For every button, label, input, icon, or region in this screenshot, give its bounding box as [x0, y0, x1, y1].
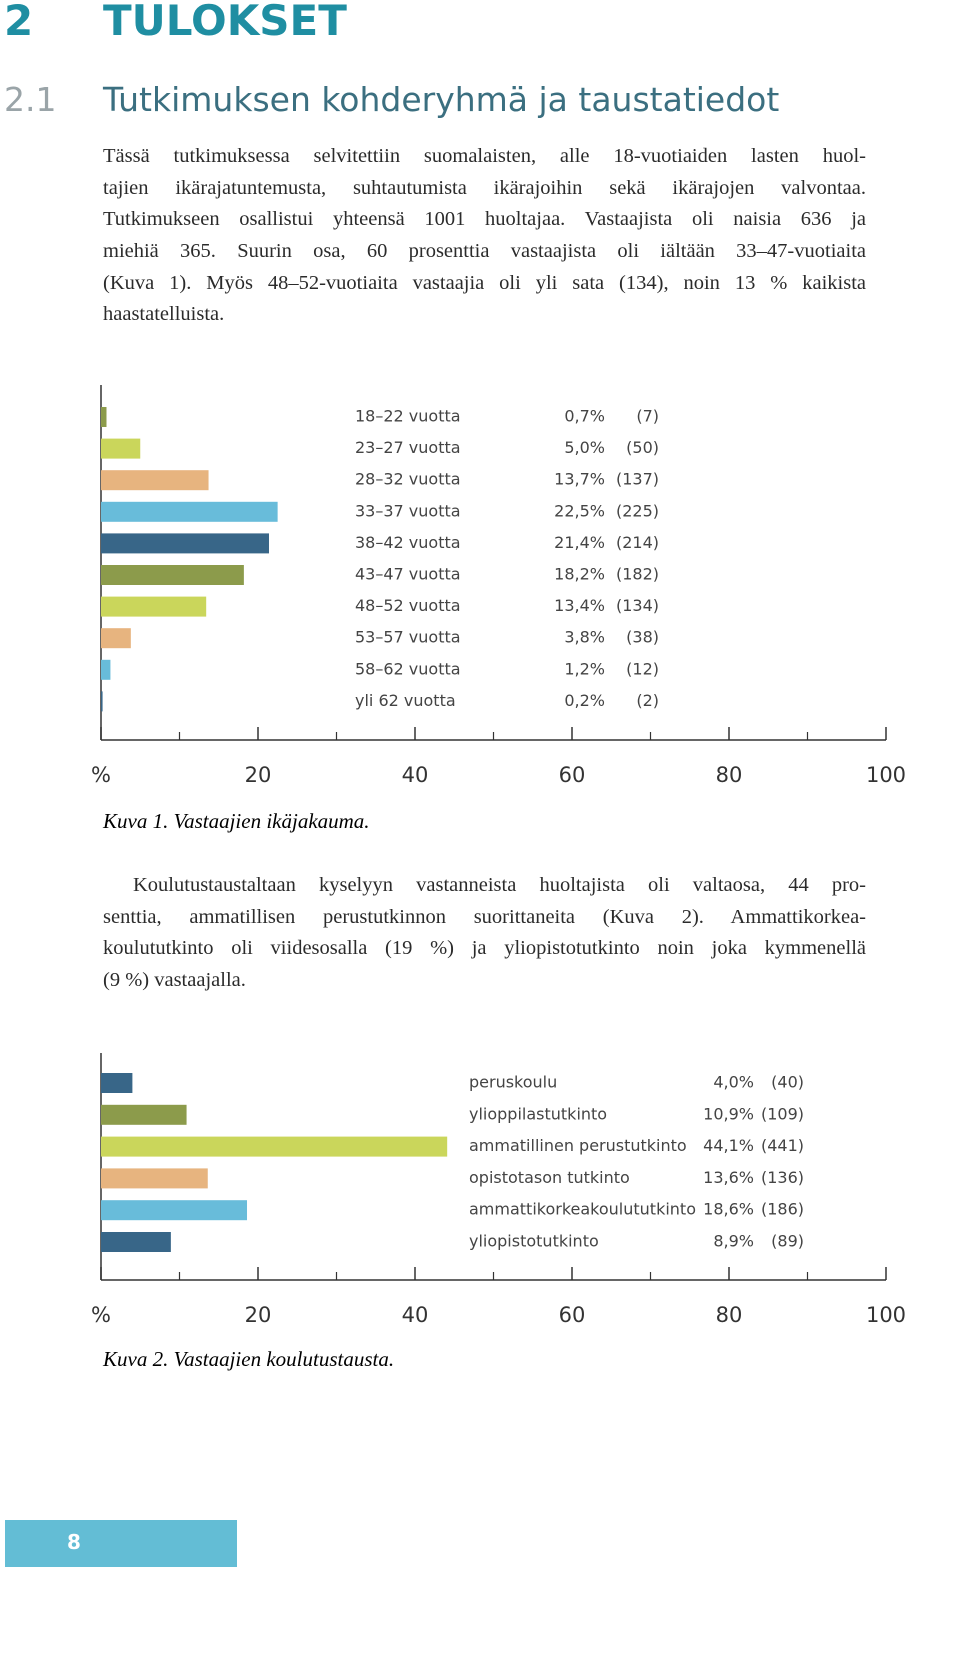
- bar: [101, 565, 244, 585]
- category-label: ammatillinen perustutkinto: [469, 1136, 687, 1155]
- bar: [101, 1168, 208, 1189]
- text-line: senttia, ammatillisen perustutkinnon suo…: [103, 905, 866, 928]
- paragraph: Koulutustaustaltaan kyselyyn vastanneist…: [103, 870, 866, 997]
- paragraph: Tässä tutkimuksessa selvitettiin suomala…: [103, 141, 866, 331]
- section-title: Tutkimuksen kohderyhmä ja taustatiedot: [103, 80, 780, 119]
- x-tick-label: %: [91, 763, 111, 787]
- value-label: 5,0%: [564, 438, 605, 457]
- value-label: 3,8%: [564, 628, 605, 647]
- count-label: (40): [771, 1073, 804, 1092]
- count-label: (109): [761, 1104, 804, 1123]
- category-label: peruskoulu: [469, 1073, 557, 1092]
- count-label: (89): [771, 1232, 804, 1251]
- bar: [101, 533, 269, 554]
- category-label: 18–22 vuotta: [355, 407, 461, 426]
- value-label: 0,7%: [564, 407, 605, 426]
- section-number: 2.1: [4, 80, 57, 119]
- count-label: (7): [636, 407, 659, 426]
- bar: [101, 470, 209, 491]
- category-label: opistotason tutkinto: [469, 1168, 630, 1187]
- x-tick-label: 40: [402, 763, 429, 787]
- x-tick-label: 20: [245, 763, 272, 787]
- x-tick-label: 100: [866, 763, 906, 787]
- text-line: haastatelluista.: [103, 303, 225, 326]
- text-line: (Kuva 1). Myös 48–52-vuotiaita vastaajia…: [103, 271, 866, 294]
- bar: [101, 438, 141, 459]
- x-tick-label: 80: [716, 763, 743, 787]
- bar: [101, 628, 131, 649]
- x-tick-label: 60: [559, 1303, 586, 1327]
- category-label: 38–42 vuotta: [355, 533, 461, 552]
- page-number-box: 8: [5, 1520, 237, 1567]
- value-label: 44,1%: [703, 1136, 754, 1155]
- value-label: 22,5%: [554, 501, 605, 520]
- text-line: miehiä 365. Suurin osa, 60 prosenttia va…: [103, 240, 866, 263]
- page-number: 8: [67, 1530, 81, 1554]
- value-label: 18,2%: [554, 565, 605, 584]
- value-label: 0,2%: [564, 691, 605, 710]
- count-label: (2): [636, 691, 659, 710]
- category-label: 23–27 vuotta: [355, 438, 461, 457]
- text-line: Tässä tutkimuksessa selvitettiin suomala…: [103, 145, 866, 167]
- value-label: 13,4%: [554, 596, 605, 615]
- category-label: 53–57 vuotta: [355, 628, 461, 647]
- bar: [101, 1104, 187, 1125]
- count-label: (136): [761, 1168, 804, 1187]
- bar: [101, 1136, 448, 1157]
- x-tick-label: 60: [559, 763, 586, 787]
- x-tick-label: 80: [716, 1303, 743, 1327]
- category-label: ammattikorkeakoulututkinto: [469, 1200, 696, 1219]
- chapter-number: 2: [4, 0, 34, 45]
- bar: [101, 691, 103, 712]
- text-line: Koulutustaustaltaan kyselyyn vastanneist…: [133, 874, 866, 896]
- count-label: (441): [761, 1136, 804, 1155]
- value-label: 4,0%: [713, 1073, 754, 1092]
- bar: [101, 1073, 133, 1093]
- text-line: tajien ikärajatuntemusta, suhtautumista …: [103, 176, 866, 199]
- bar: [101, 407, 107, 427]
- figure-caption: Kuva 1. Vastaajien ikäjakauma.: [102, 809, 370, 833]
- bar: [101, 501, 278, 522]
- count-label: (186): [761, 1200, 804, 1219]
- count-label: (134): [616, 596, 659, 615]
- figure-caption: Kuva 2. Vastaajien koulutustausta.: [102, 1347, 394, 1371]
- count-label: (225): [616, 501, 659, 520]
- count-label: (137): [616, 470, 659, 489]
- bar: [101, 1232, 171, 1252]
- count-label: (50): [626, 438, 659, 457]
- count-label: (12): [626, 659, 659, 678]
- category-label: 43–47 vuotta: [355, 565, 461, 584]
- text-line: (9 %) vastaajalla.: [103, 969, 246, 992]
- bar: [101, 1200, 248, 1221]
- count-label: (182): [616, 565, 659, 584]
- x-tick-label: %: [91, 1303, 111, 1327]
- value-label: 18,6%: [703, 1200, 754, 1219]
- value-label: 13,6%: [703, 1168, 754, 1187]
- x-tick-label: 40: [402, 1303, 429, 1327]
- text-line: koulututkinto oli viidesosalla (19 %) ja…: [103, 937, 866, 960]
- x-tick-label: 100: [866, 1303, 906, 1327]
- count-label: (214): [616, 533, 659, 552]
- bar: [101, 596, 207, 617]
- value-label: 1,2%: [564, 659, 605, 678]
- category-label: 48–52 vuotta: [355, 596, 461, 615]
- category-label: yli 62 vuotta: [355, 691, 456, 710]
- count-label: (38): [626, 628, 659, 647]
- value-label: 21,4%: [554, 533, 605, 552]
- x-tick-label: 20: [245, 1303, 272, 1327]
- category-label: yliopistotutkinto: [469, 1232, 599, 1251]
- chapter-title: TULOKSET: [103, 0, 347, 45]
- value-label: 10,9%: [703, 1104, 754, 1123]
- value-label: 13,7%: [554, 470, 605, 489]
- category-label: 58–62 vuotta: [355, 659, 461, 678]
- value-label: 8,9%: [713, 1232, 754, 1251]
- category-label: 28–32 vuotta: [355, 470, 461, 489]
- text-line: Tutkimukseen osallistui yhteensä 1001 hu…: [103, 208, 866, 231]
- category-label: 33–37 vuotta: [355, 501, 461, 520]
- category-label: ylioppilastutkinto: [469, 1104, 607, 1123]
- bar: [101, 659, 111, 680]
